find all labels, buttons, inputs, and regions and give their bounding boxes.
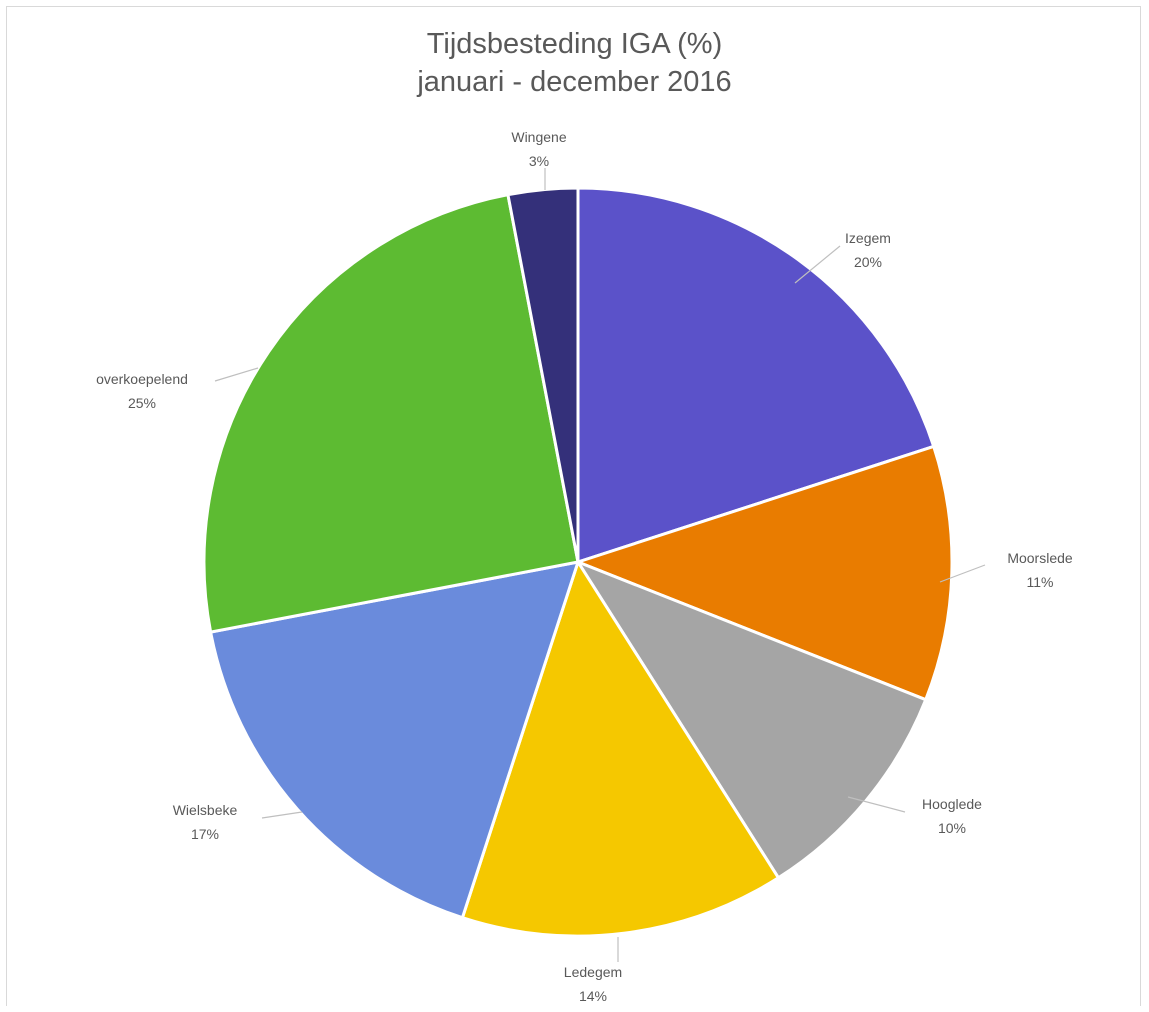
data-label-value-wielsbeke: 17% <box>191 826 219 842</box>
pie-slice-overkoepelend <box>202 192 580 634</box>
pie-slice-hooglede <box>574 558 928 880</box>
pie-slice-wingene <box>506 186 580 563</box>
data-label-name-wielsbeke: Wielsbeke <box>173 802 238 818</box>
data-label-name-izegem: Izegem <box>845 230 891 246</box>
chart-title: Tijdsbesteding IGA (%) <box>426 28 723 60</box>
leader-line-wielsbeke <box>261 811 303 819</box>
pie-slice-izegem <box>576 186 936 565</box>
data-label-value-moorslede: 11% <box>1027 574 1054 590</box>
data-label-name-moorslede: Moorslede <box>1007 550 1073 566</box>
data-label-value-wingene: 3% <box>529 153 549 169</box>
leader-line-hooglede <box>847 796 906 813</box>
data-label-value-ledegem: 14% <box>579 988 607 1004</box>
data-label-value-hooglede: 10% <box>938 820 966 836</box>
leader-line-moorslede <box>939 564 986 583</box>
leader-line-izegem <box>794 245 841 284</box>
chart-area <box>6 6 1141 1006</box>
data-label-value-izegem: 20% <box>854 254 882 270</box>
chart-subtitle: januari - december 2016 <box>417 66 732 98</box>
data-label-name-wingene: Wingene <box>511 129 566 145</box>
pie-slice-wielsbeke <box>208 560 581 920</box>
data-label-name-hooglede: Hooglede <box>922 796 982 812</box>
pie-slice-ledegem <box>460 558 781 938</box>
data-label-name-overkoepelend: overkoepelend <box>96 371 188 387</box>
data-label-name-ledegem: Ledegem <box>564 964 622 980</box>
pie-slice-moorslede <box>573 444 954 702</box>
leader-line-overkoepelend <box>214 367 259 382</box>
data-label-value-overkoepelend: 25% <box>128 395 156 411</box>
